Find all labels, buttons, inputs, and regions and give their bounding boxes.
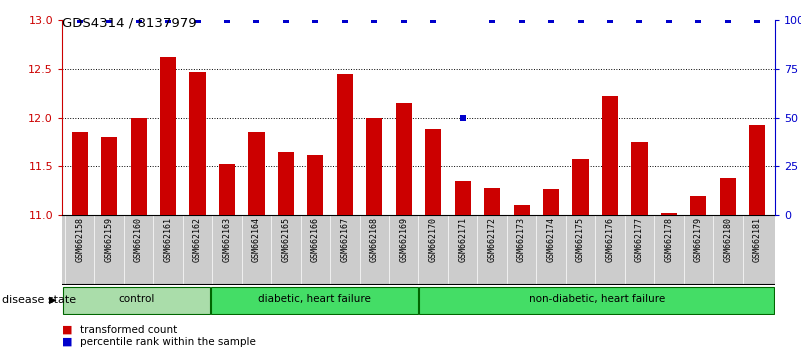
Text: GSM662178: GSM662178	[665, 217, 674, 262]
Bar	[278, 152, 294, 215]
Bar	[71, 132, 88, 215]
Bar	[513, 205, 529, 215]
Text: GSM662164: GSM662164	[252, 217, 261, 262]
Bar	[573, 159, 589, 215]
Bar	[455, 181, 471, 215]
Bar	[131, 118, 147, 215]
Text: GSM662179: GSM662179	[694, 217, 703, 262]
Text: GSM662170: GSM662170	[429, 217, 437, 262]
Bar	[690, 195, 706, 215]
Text: GSM662169: GSM662169	[399, 217, 409, 262]
Text: GSM662172: GSM662172	[488, 217, 497, 262]
Bar	[661, 213, 677, 215]
Text: diabetic, heart failure: diabetic, heart failure	[258, 295, 371, 304]
Text: control: control	[118, 295, 155, 304]
Text: GSM662177: GSM662177	[635, 217, 644, 262]
Text: GSM662158: GSM662158	[75, 217, 84, 262]
Bar	[160, 57, 176, 215]
Text: ▶: ▶	[49, 295, 56, 305]
Bar	[308, 155, 324, 215]
Text: GSM662166: GSM662166	[311, 217, 320, 262]
Bar	[101, 137, 117, 215]
Text: GDS4314 / 8137979: GDS4314 / 8137979	[62, 16, 196, 29]
Text: GSM662168: GSM662168	[370, 217, 379, 262]
Text: GSM662173: GSM662173	[517, 217, 526, 262]
Text: GSM662174: GSM662174	[546, 217, 556, 262]
Bar	[749, 125, 766, 215]
Bar	[602, 96, 618, 215]
Text: GSM662175: GSM662175	[576, 217, 585, 262]
Bar	[425, 129, 441, 215]
Text: GSM662159: GSM662159	[105, 217, 114, 262]
Text: GSM662181: GSM662181	[753, 217, 762, 262]
Text: disease state: disease state	[2, 295, 77, 305]
Text: percentile rank within the sample: percentile rank within the sample	[79, 337, 256, 347]
Bar	[211, 286, 418, 314]
Text: GSM662162: GSM662162	[193, 217, 202, 262]
Bar	[419, 286, 775, 314]
Bar	[248, 132, 264, 215]
Text: GSM662163: GSM662163	[223, 217, 231, 262]
Text: GSM662171: GSM662171	[458, 217, 467, 262]
Bar	[631, 142, 647, 215]
Bar	[720, 178, 736, 215]
Text: GSM662161: GSM662161	[163, 217, 172, 262]
Text: ■: ■	[62, 325, 73, 335]
Bar	[336, 74, 353, 215]
Bar	[543, 189, 559, 215]
Bar	[396, 103, 412, 215]
Bar	[484, 188, 501, 215]
Text: transformed count: transformed count	[79, 325, 177, 335]
Text: GSM662176: GSM662176	[606, 217, 614, 262]
Bar	[219, 164, 235, 215]
Bar	[366, 118, 382, 215]
Text: GSM662165: GSM662165	[281, 217, 291, 262]
Text: ■: ■	[62, 337, 73, 347]
Bar	[62, 286, 210, 314]
Text: non-diabetic, heart failure: non-diabetic, heart failure	[529, 295, 665, 304]
Bar	[189, 72, 206, 215]
Text: GSM662167: GSM662167	[340, 217, 349, 262]
Text: GSM662180: GSM662180	[723, 217, 732, 262]
Text: GSM662160: GSM662160	[134, 217, 143, 262]
